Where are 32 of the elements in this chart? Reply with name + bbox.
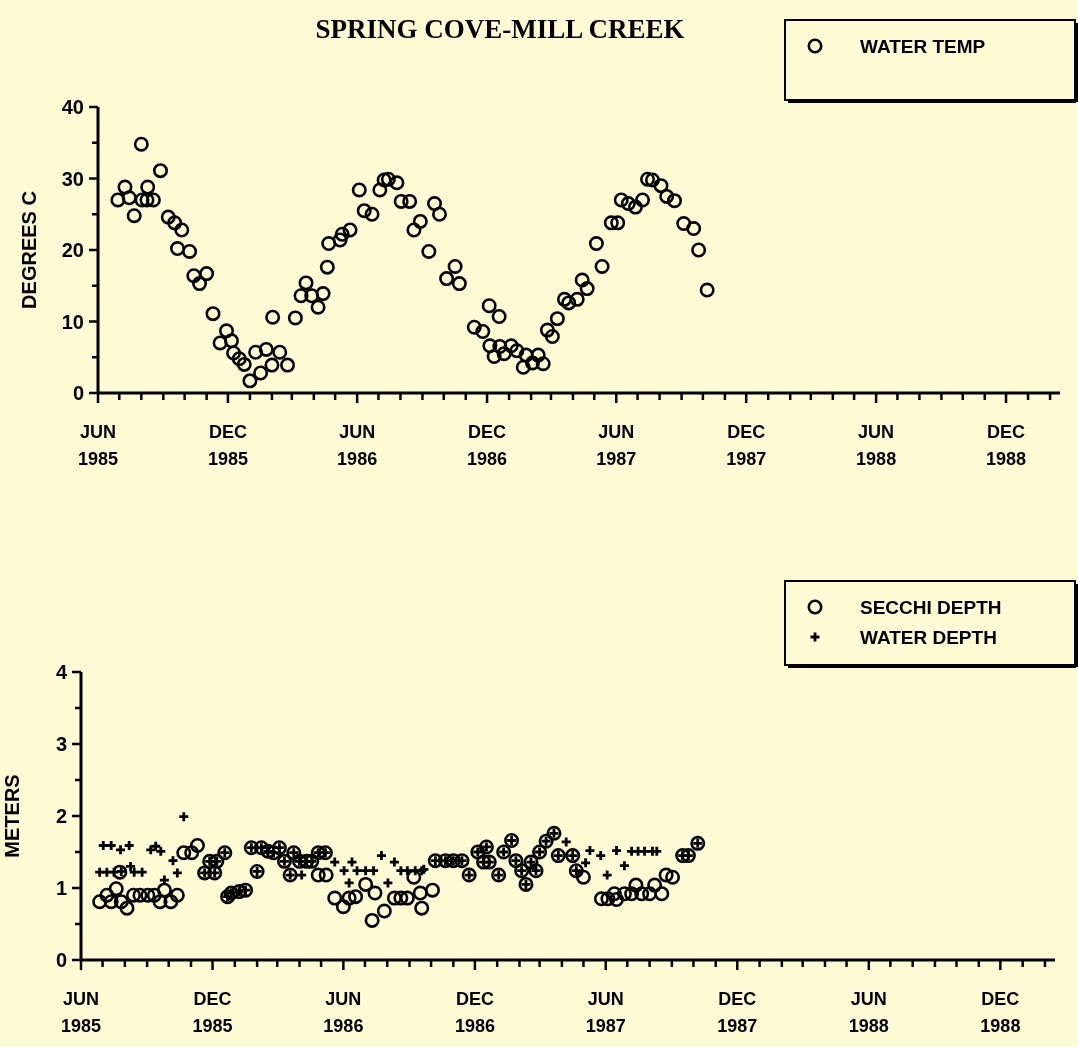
y-tick-label: 0	[72, 382, 84, 404]
x-tick-label: DEC 1988	[986, 422, 1027, 469]
y-axis-title: DEGREES C	[18, 191, 40, 309]
y-tick-label: 20	[61, 239, 84, 261]
x-tick-label: JUN 1987	[585, 989, 626, 1036]
x-tick-label: JUN 1988	[848, 989, 889, 1036]
legend-label: WATER DEPTH	[860, 627, 997, 648]
x-tick-label: JUN 1985	[60, 989, 102, 1036]
x-tick-label: DEC 1986	[467, 422, 508, 469]
y-tick-label: 4	[55, 661, 68, 683]
legend-label: WATER TEMP	[860, 36, 986, 57]
x-tick-label: DEC 1985	[192, 989, 233, 1036]
x-tick-label: JUN 1987	[596, 422, 637, 469]
x-tick-label: JUN 1985	[77, 422, 119, 469]
y-axis-title: METERS	[1, 774, 23, 858]
y-tick-label: 1	[55, 877, 67, 899]
x-tick-label: DEC 1985	[207, 422, 248, 469]
chart-title: SPRING COVE-MILL CREEK	[315, 14, 685, 44]
legend-label: SECCHI DEPTH	[860, 597, 1002, 618]
x-tick-label: DEC 1987	[717, 989, 758, 1036]
x-tick-label: DEC 1988	[980, 989, 1021, 1036]
x-tick-label: JUN 1986	[337, 422, 378, 469]
y-tick-label: 30	[61, 167, 84, 190]
x-tick-label: JUN 1986	[323, 989, 364, 1036]
y-tick-label: 3	[55, 733, 67, 755]
y-tick-label: 0	[55, 949, 67, 971]
y-tick-label: 10	[61, 310, 84, 333]
x-tick-label: DEC 1987	[726, 422, 767, 469]
x-tick-label: DEC 1986	[454, 989, 495, 1036]
y-tick-label: 2	[55, 805, 67, 827]
y-tick-label: 40	[61, 96, 84, 118]
x-tick-label: JUN 1988	[856, 422, 897, 469]
